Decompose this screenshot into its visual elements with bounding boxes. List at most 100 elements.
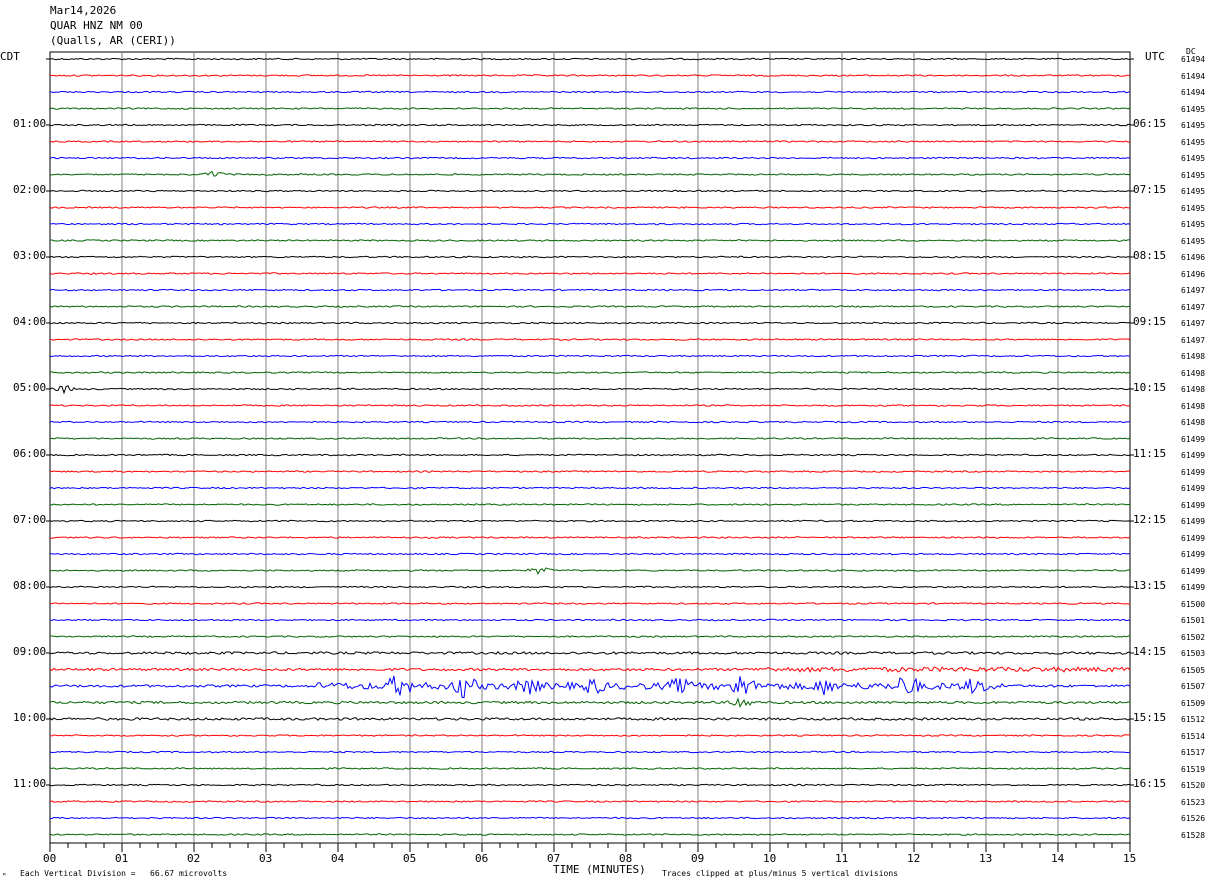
right-hour-label: 16:15 xyxy=(1133,777,1167,790)
seismic-trace xyxy=(49,170,1131,177)
dc-offset-label: 61498 xyxy=(1181,418,1206,427)
dc-offset-label: 61498 xyxy=(1181,368,1206,378)
x-tick-label: 01 xyxy=(115,852,129,865)
dc-offset-label: 61495 xyxy=(1181,220,1206,229)
seismic-trace xyxy=(49,272,1131,275)
seismic-trace xyxy=(49,384,1131,395)
right-hour-label: 11:15 xyxy=(1133,447,1167,460)
seismic-trace xyxy=(49,74,1131,77)
plot-frame xyxy=(49,51,1131,844)
seismic-trace xyxy=(49,371,1131,374)
seismic-trace xyxy=(49,156,1131,160)
dc-offset-label: 61495 xyxy=(1181,203,1206,213)
seismic-trace xyxy=(49,800,1130,803)
left-hour-label: 03:00 xyxy=(13,249,47,262)
seismic-trace xyxy=(49,140,1130,143)
x-tick-label: 10 xyxy=(763,852,777,865)
seismic-trace xyxy=(49,470,1131,473)
left-hour-label: 10:00 xyxy=(13,711,47,724)
seismic-trace xyxy=(49,503,1131,506)
seismic-trace xyxy=(49,750,1131,754)
seismic-trace xyxy=(49,717,1131,721)
dc-offset-label: 61520 xyxy=(1181,781,1206,790)
dc-offset-label: 61495 xyxy=(1181,104,1206,114)
clipping-note: Traces clipped at plus/minus 5 vertical … xyxy=(662,869,899,878)
right-hour-label: 14:15 xyxy=(1133,645,1167,658)
x-tick-label: 02 xyxy=(187,852,201,865)
seismic-trace xyxy=(49,816,1131,820)
dc-offset-label: 61499 xyxy=(1181,434,1206,444)
dc-offset-label: 61498 xyxy=(1181,385,1206,394)
left-hour-label: 06:00 xyxy=(13,447,47,460)
dc-offset-label: 61505 xyxy=(1181,665,1206,675)
dc-offset-label: 61512 xyxy=(1181,715,1206,724)
seismic-trace xyxy=(49,189,1131,193)
seismic-trace xyxy=(49,222,1131,226)
left-hour-label: 07:00 xyxy=(13,513,47,526)
seismic-trace xyxy=(49,585,1131,589)
dc-offset-label: 61495 xyxy=(1181,187,1206,196)
seismic-trace xyxy=(49,404,1131,407)
station-code: QUAR HNZ NM 00 xyxy=(50,19,143,32)
dc-offset-label: 61499 xyxy=(1181,484,1206,493)
right-hour-label: 10:15 xyxy=(1133,381,1167,394)
seismic-trace xyxy=(49,420,1131,424)
dc-offset-label: 61517 xyxy=(1181,748,1206,757)
seismic-trace xyxy=(49,618,1131,622)
x-tick-label: 00 xyxy=(43,852,57,865)
seismic-trace xyxy=(49,321,1131,325)
x-tick-label: 13 xyxy=(979,852,993,865)
seismic-trace xyxy=(49,57,1131,61)
dc-offset-label: 61495 xyxy=(1181,121,1206,130)
left-hour-label: 11:00 xyxy=(13,777,47,790)
seismic-trace xyxy=(49,453,1131,457)
seismic-trace xyxy=(49,734,1130,737)
x-tick-label: 12 xyxy=(907,852,921,865)
seismic-trace xyxy=(49,338,1131,341)
dc-header: DC xyxy=(1186,47,1196,56)
seismic-trace xyxy=(49,783,1130,787)
dc-offset-label: 61514 xyxy=(1181,731,1206,741)
seismic-trace xyxy=(49,206,1130,209)
dc-offset-label: 61497 xyxy=(1181,302,1206,312)
corner-mark: ᴹ xyxy=(2,872,7,880)
seismic-trace xyxy=(49,305,1131,308)
seismic-trace xyxy=(49,288,1130,292)
dc-offset-label: 61501 xyxy=(1181,616,1206,625)
x-tick-label: 06 xyxy=(475,852,489,865)
seismic-trace xyxy=(49,90,1131,94)
dc-offset-label: 61494 xyxy=(1181,88,1206,97)
dc-offset-label: 61500 xyxy=(1181,599,1206,609)
dc-offset-label: 61526 xyxy=(1181,814,1206,823)
seismic-trace xyxy=(49,833,1131,836)
dc-offset-label: 61495 xyxy=(1181,236,1206,246)
x-tick-label: 15 xyxy=(1123,852,1137,865)
right-timezone-label: UTC xyxy=(1145,50,1165,63)
x-tick-label: 09 xyxy=(691,852,705,865)
seismic-trace xyxy=(49,255,1131,259)
dc-offset-label: 61523 xyxy=(1181,797,1206,807)
seismic-trace xyxy=(49,635,1131,638)
dc-offset-label: 61499 xyxy=(1181,566,1206,576)
seismic-trace xyxy=(49,519,1131,523)
dc-offset-label: 61499 xyxy=(1181,500,1206,510)
right-hour-label: 06:15 xyxy=(1133,117,1167,130)
seismic-trace xyxy=(49,567,1131,575)
seismic-trace xyxy=(49,107,1131,110)
right-hour-label: 07:15 xyxy=(1133,183,1167,196)
seismic-trace xyxy=(49,552,1131,556)
left-hour-label: 01:00 xyxy=(13,117,47,130)
x-tick-label: 03 xyxy=(259,852,273,865)
x-tick-label: 07 xyxy=(547,852,561,865)
left-hour-label: 09:00 xyxy=(13,645,47,658)
dc-offset-label: 61499 xyxy=(1181,467,1206,477)
left-hour-label: 08:00 xyxy=(13,579,47,592)
dc-offset-label: 61497 xyxy=(1181,335,1206,345)
dc-offset-label: 61502 xyxy=(1181,632,1206,642)
seismic-trace xyxy=(49,767,1131,770)
x-tick-label: 11 xyxy=(835,852,849,865)
x-axis-title: TIME (MINUTES) xyxy=(553,863,646,876)
x-tick-label: 08 xyxy=(619,852,633,865)
x-tick-label: 04 xyxy=(331,852,345,865)
dc-offset-label: 61507 xyxy=(1181,682,1206,691)
